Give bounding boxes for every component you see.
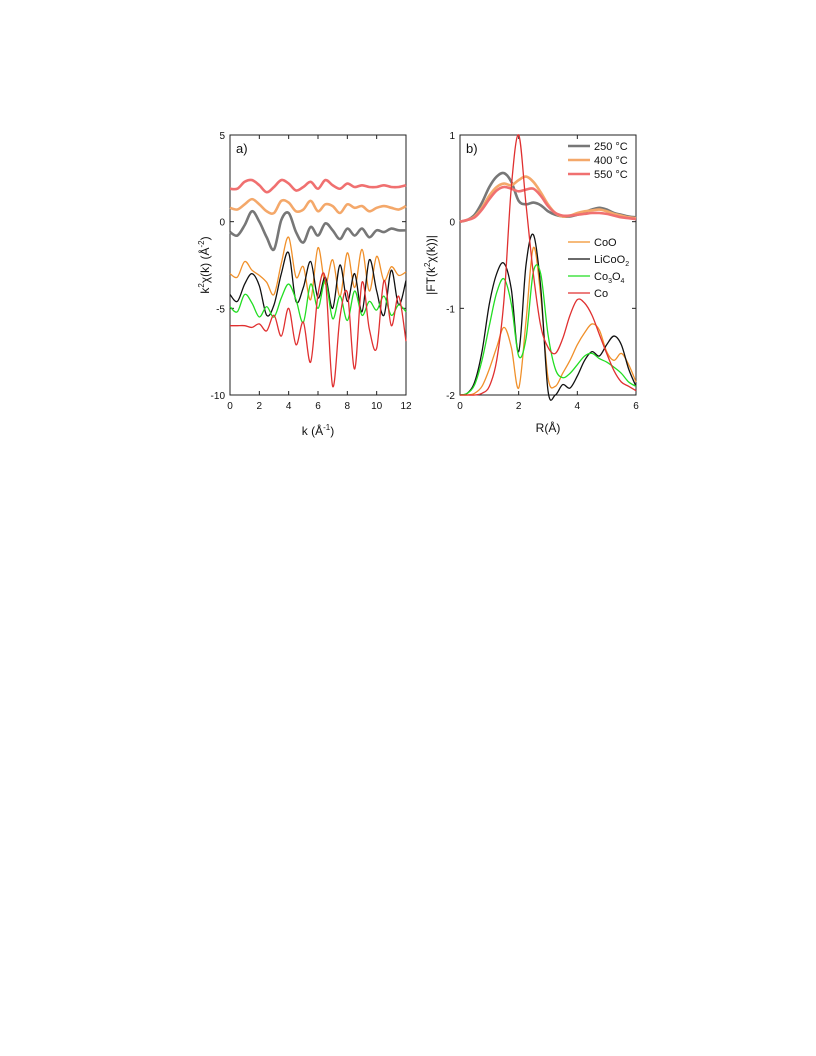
panel-a-ytick-label: 5: [219, 131, 225, 142]
panel-a-xtick-label: 12: [400, 401, 412, 412]
panel-b-ylabel: |FT(k2χ(k))|: [423, 235, 438, 295]
panel-a-series-coo: [229, 236, 407, 301]
panel-a-series-550-c: [229, 178, 407, 194]
legend-item-co: Co: [568, 288, 608, 300]
panel-a-xtick-label: 4: [286, 401, 292, 412]
panel-a-ylabel: k2χ(k) (Å-2): [197, 236, 212, 293]
legend-item-400: 400 °C: [568, 155, 628, 167]
panel-a-label: a): [236, 141, 248, 156]
legend-temperatures: 250 °C 400 °C 550 °C: [568, 141, 628, 181]
panel-b-xtick-label: 0: [457, 401, 463, 412]
panel-b-xlabel: R(Å): [536, 420, 561, 435]
panel-b-series-550-c: [459, 185, 637, 223]
legend-references: CoO LiCoO2 Co3O4 Co: [568, 237, 629, 300]
panel-a-series-250-c: [229, 209, 407, 252]
panel-a-xtick-label: 0: [227, 401, 233, 412]
panel-b-ytick-label: 1: [449, 131, 455, 142]
legend-label-co3o4: Co3O4: [594, 271, 625, 285]
panel-b-series: [459, 134, 637, 401]
legend-label-coo: CoO: [594, 237, 617, 249]
legend-label-250: 250 °C: [594, 141, 628, 153]
panel-a-series-400-c: [229, 197, 407, 215]
legend-item-250: 250 °C: [568, 141, 628, 153]
legend-item-licoo2: LiCoO2: [568, 254, 629, 268]
legend-label-400: 400 °C: [594, 155, 628, 167]
panel-a-ytick-label: -5: [216, 304, 225, 315]
panel-b-series-co: [459, 134, 637, 396]
panel-a-xtick-label: 8: [345, 401, 351, 412]
panel-a-ytick-label: 0: [219, 218, 225, 229]
panel-a-ytick-label: -10: [211, 391, 226, 402]
panel-b: 0 2 4 6 1 0 -1 -2 b) R(Å) |FT(k2χ(k))| 250 °C 4…: [423, 131, 639, 435]
panel-b-ytick-label: 0: [449, 218, 455, 229]
legend-item-coo: CoO: [568, 237, 617, 249]
legend-item-co3o4: Co3O4: [568, 271, 625, 285]
panel-a-series-co: [230, 272, 407, 388]
legend-label-550: 550 °C: [594, 169, 628, 181]
panel-b-ytick-label: -2: [446, 391, 455, 402]
panel-b-series-licoo2: [459, 233, 637, 401]
panel-b-xtick-label: 2: [516, 401, 522, 412]
panel-b-xtick-label: 4: [575, 401, 581, 412]
panel-b-ytick-label: -1: [446, 304, 455, 315]
panel-a-xlabel: k (Å-1): [302, 423, 334, 438]
panel-b-xtick-label: 6: [633, 401, 639, 412]
panel-a-xtick-label: 10: [371, 401, 383, 412]
panel-b-series-250-c: [459, 171, 637, 223]
legend-label-licoo2: LiCoO2: [594, 254, 629, 268]
panel-a-series: [229, 178, 407, 388]
panel-a-xtick-label: 2: [257, 401, 263, 412]
panel-b-label: b): [466, 141, 478, 156]
panel-b-series-co3o4: [459, 264, 637, 396]
panel-a: 0 2 4 6 8 10 12 5 0 -5 -10 a) k (Å-1) k2χ(k) (Å-2): [197, 131, 412, 438]
legend-label-co: Co: [594, 288, 608, 300]
legend-item-550: 550 °C: [568, 169, 628, 181]
panel-b-frame: [459, 134, 637, 396]
panel-a-xtick-label: 6: [315, 401, 321, 412]
panel-a-series-co3o4: [229, 279, 407, 323]
